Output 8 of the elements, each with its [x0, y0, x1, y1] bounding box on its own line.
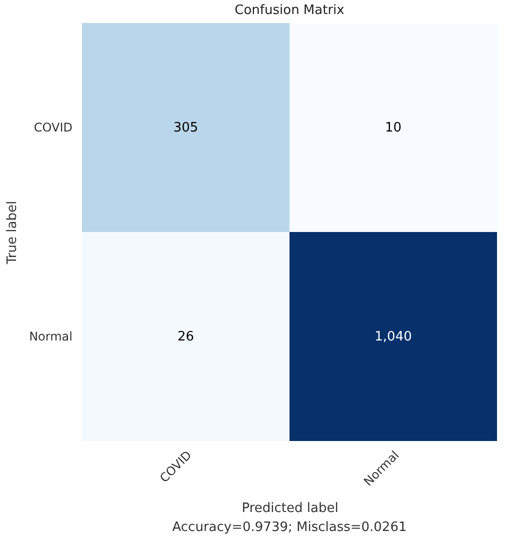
annotation: Accuracy=0.9739; Misclass=0.0261 [172, 520, 407, 535]
data-label: 1,040 [374, 330, 412, 344]
data-label: 26 [177, 330, 194, 344]
data-label: 10 [384, 120, 402, 136]
x-axis-title: Predicted label [242, 500, 338, 516]
chart-title: Confusion Matrix [234, 3, 345, 18]
y-axis-title: True label [5, 200, 20, 266]
data-label: 305 [173, 120, 198, 136]
